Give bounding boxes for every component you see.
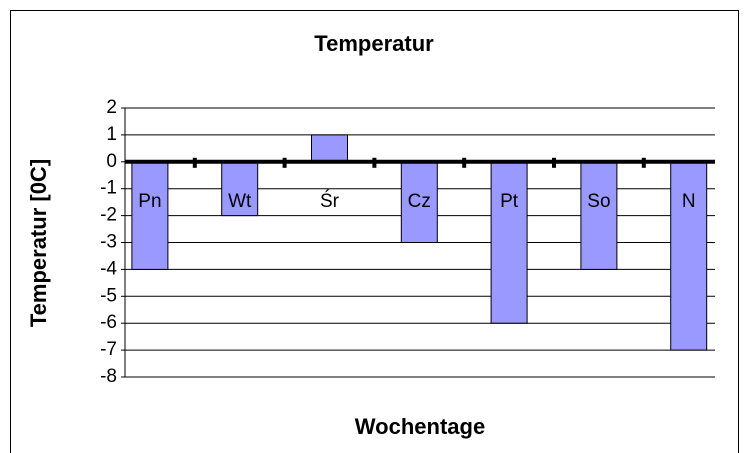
y-tick-label: 0: [106, 151, 117, 172]
x-tick-label: Cz: [408, 191, 431, 212]
x-tick-label: Pn: [138, 191, 161, 212]
y-tick-label: -5: [100, 285, 117, 306]
bar: [490, 161, 528, 324]
x-tick-label: Śr: [320, 190, 340, 212]
chart-title: Temperatur: [314, 31, 434, 56]
x-tick-label: N: [682, 191, 696, 212]
y-tick-label: -7: [100, 339, 117, 360]
y-tick-label: -8: [100, 366, 117, 387]
bar: [311, 134, 348, 163]
chart-frame: [10, 10, 739, 453]
bar: [580, 161, 618, 270]
y-tick-label: -2: [100, 205, 117, 226]
x-tick-label: Pt: [500, 191, 519, 212]
bar: [670, 161, 708, 351]
y-tick-label: 1: [106, 124, 117, 145]
y-tick-label: -3: [100, 232, 117, 253]
bar: [131, 161, 169, 270]
x-tick-label: So: [587, 191, 610, 212]
y-tick-label: -1: [100, 178, 117, 199]
y-axis-title: Temperatur [0C]: [26, 159, 51, 327]
y-tick-label: 2: [106, 97, 117, 118]
x-tick-label: Wt: [228, 191, 252, 212]
bar: [400, 161, 438, 243]
y-tick-label: -4: [100, 258, 117, 279]
x-axis-title: Wochentage: [355, 414, 485, 439]
y-tick-label: -6: [100, 312, 117, 333]
bar: [221, 161, 259, 217]
